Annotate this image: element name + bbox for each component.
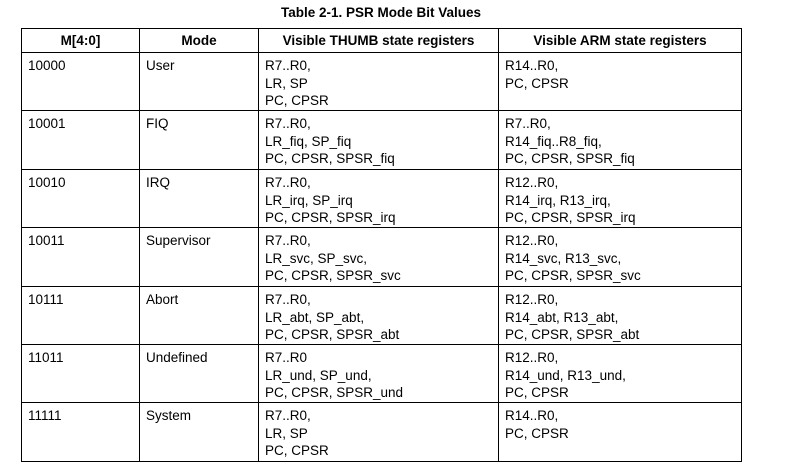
cell-line: R14..R0,: [505, 58, 559, 73]
cell-line: R14_und, R13_und,: [505, 367, 626, 383]
table-cell: R7..R0, LR_irq, SP_irq PC, CPSR, SPSR_irq: [258, 169, 499, 228]
cell-line: R7..R0,: [265, 408, 311, 423]
cell-line: R14_fiq..R8_fiq,: [505, 133, 602, 149]
cell-line: R14_svc, R13_svc,: [505, 250, 622, 266]
table-row: 11111 System R7..R0, LR, SP PC, CPSR R14..R0,…: [21, 402, 742, 462]
cell-line: R12..R0,: [505, 233, 559, 248]
table-row: 10001 FIQ R7..R0, LR_fiq, SP_fiq PC, CPSR, S…: [21, 110, 742, 170]
table-cell: Undefined: [139, 344, 259, 403]
cell-line: R12..R0,: [505, 350, 559, 365]
table-cell: R12..R0, R14_und, R13_und, PC, CPSR: [498, 344, 742, 403]
table-cell: 10011: [21, 227, 140, 287]
cell-line: PC, CPSR, SPSR_und: [265, 385, 404, 400]
cell-line: PC, CPSR: [505, 385, 569, 400]
table-title: Table 2-1. PSR Mode Bit Values: [280, 5, 482, 20]
table-cell: 10010: [21, 169, 140, 228]
table-row: 11011 Undefined R7..R0 LR_und, SP_und, PC, C…: [21, 344, 742, 403]
cell-line: LR_abt, SP_abt,: [265, 309, 365, 325]
cell-line: PC, CPSR: [265, 443, 329, 458]
header-cell: Visible THUMB state registers: [258, 28, 499, 53]
table-cell: R14..R0, PC, CPSR: [498, 52, 742, 111]
table-cell: R12..R0, R14_svc, R13_svc, PC, CPSR, SPSR_…: [498, 227, 742, 287]
cell-line: LR, SP: [265, 75, 308, 91]
cell-line: PC, CPSR, SPSR_abt: [505, 327, 640, 342]
table-cell: R7..R0, LR, SP PC, CPSR: [258, 52, 499, 111]
table-cell: R7..R0, LR_svc, SP_svc, PC, CPSR, SPSR_svc: [258, 227, 499, 287]
cell-line: R7..R0,: [265, 58, 311, 73]
cell-line: R12..R0,: [505, 175, 559, 190]
cell-line: R14_irq, R13_irq,: [505, 192, 611, 208]
cell-line: PC, CPSR, SPSR_svc: [265, 268, 401, 283]
cell-line: PC, CPSR, SPSR_irq: [265, 210, 396, 225]
cell-line: LR_und, SP_und,: [265, 367, 372, 383]
cell-line: PC, CPSR: [505, 425, 569, 441]
table-row: 10000 User R7..R0, LR, SP PC, CPSR R14..R0, PC…: [21, 52, 742, 111]
cell-line: R7..R0: [265, 350, 308, 365]
table-cell: 11011: [21, 344, 140, 403]
table-cell: Abort: [139, 286, 259, 345]
table-cell: R7..R0, LR_abt, SP_abt, PC, CPSR, SPSR_abt: [258, 286, 499, 345]
table-cell: 10111: [21, 286, 140, 345]
table-cell: R7..R0, LR, SP PC, CPSR: [258, 402, 499, 462]
cell-line: PC, CPSR, SPSR_svc: [505, 268, 641, 283]
table-cell: R14..R0, PC, CPSR: [498, 402, 742, 462]
header-cell: M[4:0]: [21, 28, 140, 53]
cell-line: LR_fiq, SP_fiq: [265, 133, 352, 149]
cell-line: PC, CPSR, SPSR_abt: [265, 327, 400, 342]
table-row: 10011 Supervisor R7..R0, LR_svc, SP_svc, PC,…: [21, 227, 742, 287]
table-cell: FIQ: [139, 110, 259, 170]
cell-line: R7..R0,: [265, 292, 311, 307]
cell-line: PC, CPSR, SPSR_fiq: [505, 151, 635, 166]
header-cell: Visible ARM state registers: [498, 28, 742, 53]
header-cell: Mode: [139, 28, 259, 53]
table-cell: R7..R0 LR_und, SP_und, PC, CPSR, SPSR_und: [258, 344, 499, 403]
cell-line: R7..R0,: [505, 116, 551, 131]
cell-line: LR, SP: [265, 425, 308, 441]
table-cell: R12..R0, R14_abt, R13_abt, PC, CPSR, SPSR_…: [498, 286, 742, 345]
cell-line: PC, CPSR: [505, 75, 569, 91]
cell-line: R7..R0,: [265, 233, 311, 248]
table-cell: User: [139, 52, 259, 111]
cell-line: R7..R0,: [265, 116, 311, 131]
table-cell: Supervisor: [139, 227, 259, 287]
cell-line: R12..R0,: [505, 292, 559, 307]
cell-line: R7..R0,: [265, 175, 311, 190]
table-cell: 10000: [21, 52, 140, 111]
table-row: 10111 Abort R7..R0, LR_abt, SP_abt, PC, CPSR…: [21, 286, 742, 345]
table-cell: R7..R0, LR_fiq, SP_fiq PC, CPSR, SPSR_fiq: [258, 110, 499, 170]
cell-line: LR_irq, SP_irq: [265, 192, 353, 208]
cell-line: PC, CPSR, SPSR_irq: [505, 210, 636, 225]
header-row: M[4:0] Mode Visible THUMB state registers V…: [21, 28, 742, 53]
table: M[4:0] Mode Visible THUMB state registers V…: [21, 28, 742, 462]
cell-line: LR_svc, SP_svc,: [265, 250, 368, 266]
table-cell: System: [139, 402, 259, 462]
table-row: 10010 IRQ R7..R0, LR_irq, SP_irq PC, CPSR, S…: [21, 169, 742, 228]
table-cell: IRQ: [139, 169, 259, 228]
cell-line: PC, CPSR: [265, 93, 329, 108]
table-cell: 10001: [21, 110, 140, 170]
table-cell: 11111: [21, 402, 140, 462]
cell-line: PC, CPSR, SPSR_fiq: [265, 151, 395, 166]
table-cell: R7..R0, R14_fiq..R8_fiq, PC, CPSR, SPSR_fi…: [498, 110, 742, 170]
table-cell: R12..R0, R14_irq, R13_irq, PC, CPSR, SPSR_…: [498, 169, 742, 228]
cell-line: R14..R0,: [505, 408, 559, 423]
cell-line: R14_abt, R13_abt,: [505, 309, 619, 325]
